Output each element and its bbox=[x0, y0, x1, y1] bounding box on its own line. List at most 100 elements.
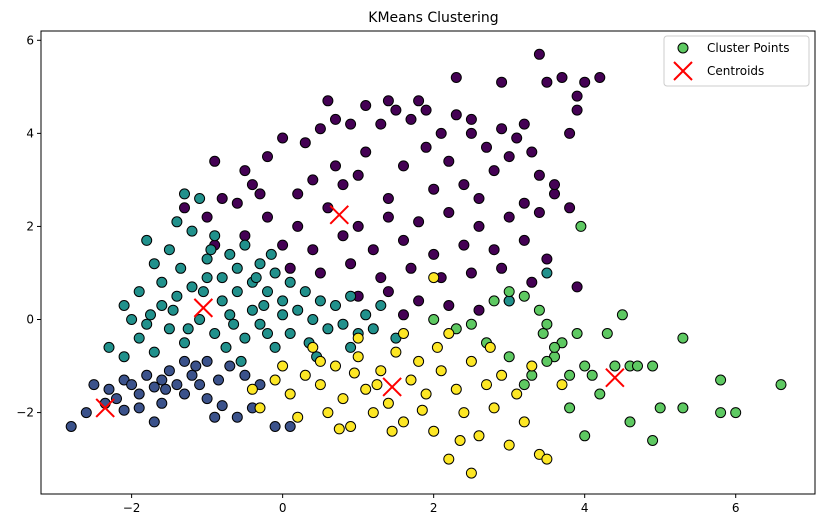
cluster-3-point bbox=[541, 318, 553, 330]
cluster-2-point bbox=[314, 295, 326, 307]
x-tick-label: 0 bbox=[279, 501, 287, 515]
cluster-4-point bbox=[307, 341, 319, 353]
cluster-2-point bbox=[186, 225, 198, 237]
cluster-0-point bbox=[511, 132, 523, 144]
cluster-4-point bbox=[431, 341, 443, 353]
cluster-2-point bbox=[228, 318, 240, 330]
cluster-4-point bbox=[541, 453, 553, 465]
cluster-0-point bbox=[239, 230, 251, 242]
cluster-0-point bbox=[503, 211, 515, 223]
cluster-3-point bbox=[564, 369, 576, 381]
cluster-0-point bbox=[428, 248, 440, 260]
cluster-4-point bbox=[413, 355, 425, 367]
cluster-4-point bbox=[371, 379, 383, 391]
cluster-0-point bbox=[352, 169, 364, 181]
cluster-4-point bbox=[246, 383, 258, 395]
cluster-2-points bbox=[103, 188, 553, 367]
cluster-0-point bbox=[382, 95, 394, 107]
cluster-2-point bbox=[186, 281, 198, 293]
y-tick-label: 6 bbox=[26, 33, 34, 47]
cluster-4-points bbox=[246, 272, 568, 479]
cluster-1-point bbox=[201, 355, 213, 367]
cluster-4-point bbox=[382, 397, 394, 409]
y-tick-label: 0 bbox=[26, 313, 34, 327]
cluster-2-point bbox=[254, 258, 266, 270]
cluster-2-point bbox=[220, 341, 232, 353]
cluster-2-point bbox=[133, 332, 145, 344]
centroid-marker bbox=[382, 377, 402, 397]
cluster-2-point bbox=[367, 323, 379, 335]
cluster-4-point bbox=[484, 341, 496, 353]
cluster-0-point bbox=[496, 123, 508, 135]
cluster-3-point bbox=[677, 402, 689, 414]
cluster-2-point bbox=[201, 272, 213, 284]
x-tick-label: 2 bbox=[430, 501, 438, 515]
cluster-4-point bbox=[450, 383, 462, 395]
cluster-0-point bbox=[541, 76, 553, 88]
cluster-0-point bbox=[549, 188, 560, 200]
cluster-2-point bbox=[194, 193, 206, 204]
cluster-0-point bbox=[262, 211, 273, 223]
cluster-2-point bbox=[103, 341, 115, 353]
cluster-0-point bbox=[292, 188, 304, 200]
cluster-0-point bbox=[360, 146, 372, 158]
cluster-4-point bbox=[481, 379, 492, 391]
cluster-0-point bbox=[458, 239, 470, 251]
cluster-0-point bbox=[360, 100, 372, 111]
plot-area bbox=[65, 48, 787, 479]
cluster-0-point bbox=[307, 174, 319, 186]
cluster-2-point bbox=[201, 253, 213, 265]
cluster-0-point bbox=[375, 118, 387, 130]
cluster-3-point bbox=[586, 369, 598, 381]
cluster-0-point bbox=[398, 234, 409, 246]
cluster-4-point bbox=[386, 425, 398, 437]
cluster-0-point bbox=[458, 179, 470, 191]
cluster-2-point bbox=[163, 323, 175, 335]
cluster-4-point bbox=[330, 360, 341, 372]
cluster-4-point bbox=[314, 355, 326, 367]
cluster-2-point bbox=[299, 286, 311, 298]
cluster-4-point bbox=[398, 328, 409, 339]
cluster-0-point bbox=[518, 197, 530, 209]
cluster-3-point bbox=[647, 360, 659, 372]
cluster-1-point bbox=[216, 400, 228, 412]
cluster-4-point bbox=[390, 346, 402, 358]
cluster-0-point bbox=[314, 267, 326, 279]
cluster-2-point bbox=[239, 332, 251, 344]
cluster-1-point bbox=[148, 416, 160, 428]
cluster-1-point bbox=[179, 355, 190, 367]
cluster-2-point bbox=[194, 314, 206, 325]
cluster-2-point bbox=[209, 230, 221, 242]
cluster-2-point bbox=[231, 286, 243, 298]
cluster-4-point bbox=[488, 402, 500, 414]
cluster-0-point bbox=[209, 155, 221, 167]
cluster-2-point bbox=[148, 346, 160, 358]
cluster-0-point bbox=[322, 95, 334, 107]
legend-centroids-label: Centroids bbox=[707, 64, 764, 78]
legend-cluster-points-marker bbox=[677, 42, 689, 54]
centroid-marker bbox=[329, 205, 349, 225]
cluster-2-point bbox=[375, 300, 387, 311]
cluster-2-point bbox=[205, 244, 217, 256]
cluster-3-point bbox=[488, 295, 500, 307]
cluster-2-point bbox=[171, 216, 183, 228]
cluster-0-point bbox=[314, 123, 326, 135]
cluster-2-point bbox=[345, 341, 357, 353]
cluster-4-point bbox=[314, 379, 326, 391]
y-tick-label: 2 bbox=[26, 219, 34, 233]
cluster-4-point bbox=[428, 272, 440, 284]
cluster-1-point bbox=[213, 374, 224, 386]
cluster-0-point bbox=[382, 193, 394, 204]
cluster-4-point bbox=[420, 388, 432, 400]
cluster-3-point bbox=[518, 379, 530, 391]
cluster-3-points bbox=[428, 220, 787, 446]
cluster-0-point bbox=[473, 304, 485, 316]
cluster-1-point bbox=[156, 374, 168, 386]
cluster-1-point bbox=[209, 411, 221, 423]
cluster-2-point bbox=[175, 262, 187, 274]
cluster-4-point bbox=[405, 374, 417, 386]
cluster-2-point bbox=[258, 300, 270, 311]
cluster-0-point bbox=[526, 276, 538, 288]
cluster-1-point bbox=[186, 369, 198, 381]
cluster-1-point bbox=[194, 379, 206, 391]
